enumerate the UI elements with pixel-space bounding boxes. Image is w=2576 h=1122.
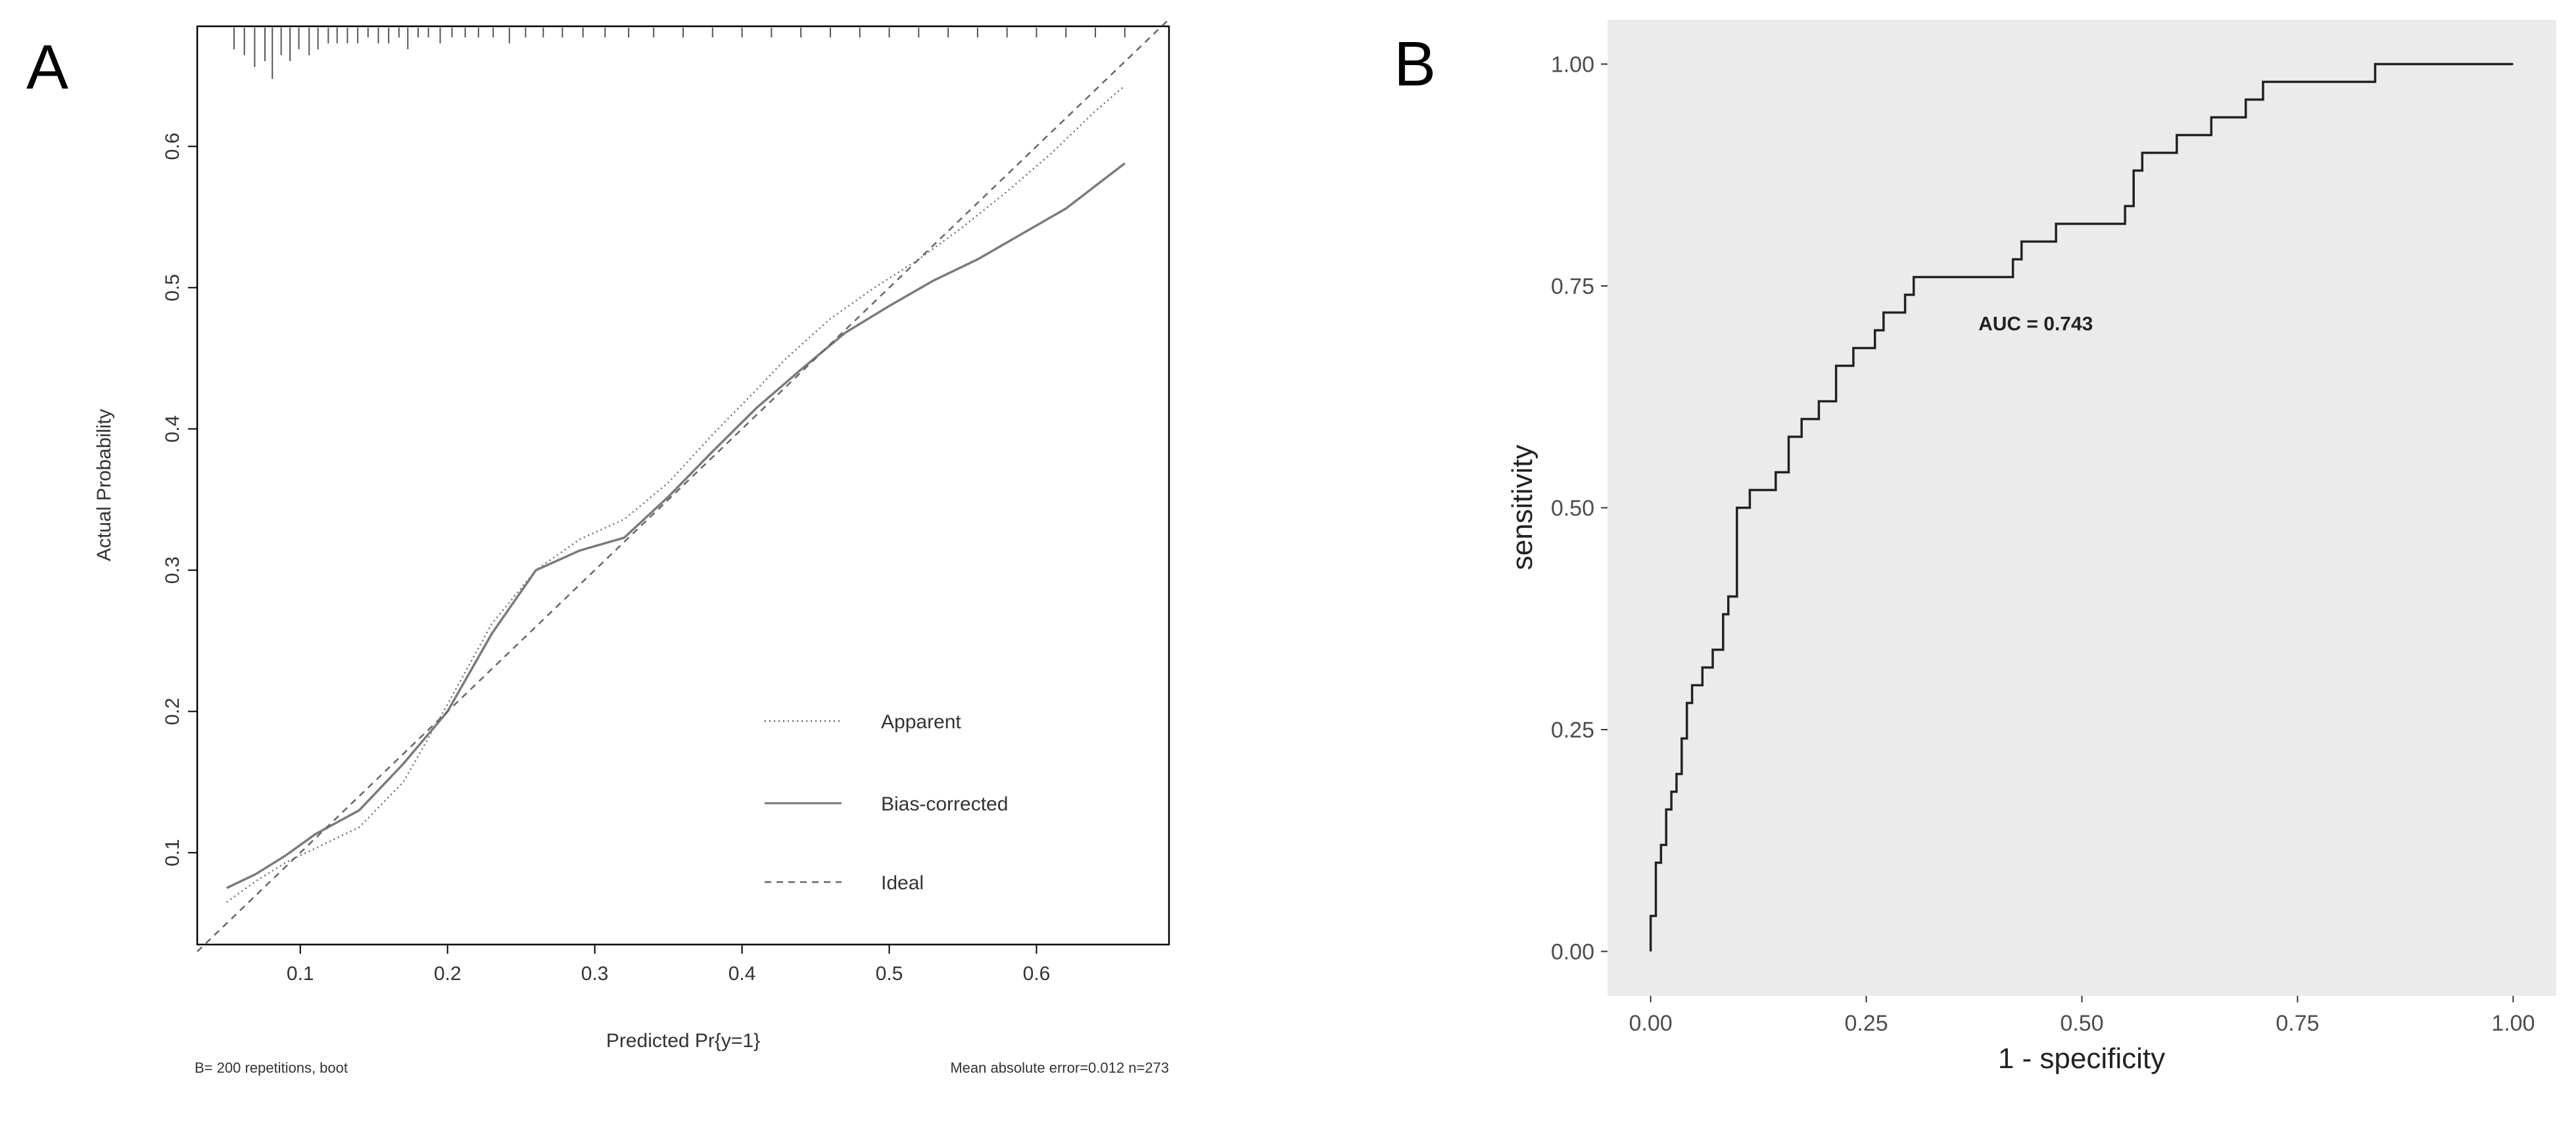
panel-a-footnote-right: Mean absolute error=0.012 n=273 [950, 1060, 1169, 1076]
panel-a-legend: Apparent Bias-corrected Ideal [765, 711, 1008, 894]
panel-b-plot-background [1608, 20, 2556, 996]
panel-b-y-tick-label: 0.50 [1551, 496, 1594, 521]
panel-a-x-tick-label: 0.2 [434, 963, 462, 985]
panel-b-x-tick-label: 0.50 [2060, 1011, 2103, 1036]
panel-a-x-tick-label: 0.6 [1023, 963, 1051, 985]
panel-a-y-axis-label: Actual Probability [93, 409, 115, 561]
panel-a-y-tick-label: 0.3 [162, 557, 183, 584]
roc-curve-line [1649, 62, 2514, 952]
panel-a-rug [233, 28, 1126, 79]
panel-b-y-ticks: 0.00 0.25 0.50 0.75 1.00 [1551, 53, 1608, 965]
panel-a-x-tick-label: 0.3 [581, 963, 609, 985]
panel-b-x-ticks: 0.00 0.25 0.50 0.75 1.00 [1629, 996, 2535, 1036]
panel-a-y-tick-label: 0.6 [162, 133, 183, 160]
panel-a-y-tick-label: 0.5 [162, 274, 183, 302]
panel-b-lines [1649, 62, 2514, 952]
legend-apparent-label: Apparent [881, 711, 961, 733]
panel-a: A 0.1 0.2 0.3 0.4 0.5 0.6 0.10.20.30.40.50.6 … [26, 18, 1170, 1076]
panel-b-letter: B [1394, 29, 1436, 99]
series-apparent-line [226, 85, 1126, 903]
panel-a-plot-frame [196, 25, 1170, 946]
panel-b-y-axis-label: sensitivity [1506, 445, 1538, 571]
panel-b-y-tick-label: 1.00 [1551, 53, 1594, 78]
panel-b-y-tick-label: 0.00 [1551, 940, 1594, 965]
panel-a-y-ticks: 0.1 0.2 0.3 0.4 0.5 0.6 [162, 133, 197, 866]
panel-b: B 0.00 0.25 0.50 0.75 1.00 0.00 0.25 0.50 0.75 1… [1394, 20, 2556, 1075]
panel-a-x-tick-label: 0.1 [287, 963, 314, 985]
auc-annotation: AUC = 0.743 [1978, 314, 2093, 335]
panel-b-y-tick-label: 0.75 [1551, 274, 1594, 299]
panel-b-y-tick-label: 0.25 [1551, 718, 1594, 743]
panel-b-x-axis-label: 1 - specificity [1998, 1042, 2165, 1075]
panel-a-y-tick-label: 0.2 [162, 698, 183, 726]
panel-b-x-tick-label: 1.00 [2491, 1011, 2535, 1036]
panel-a-footnote-left: B= 200 repetitions, boot [195, 1060, 348, 1076]
panel-b-x-tick-label: 0.25 [1844, 1011, 1888, 1036]
panel-b-x-tick-label: 0.75 [2276, 1011, 2319, 1036]
panel-b-x-tick-label: 0.00 [1629, 1011, 1672, 1036]
panel-a-x-tick-label: 0.5 [876, 963, 903, 985]
panel-a-x-tick-label: 0.4 [728, 963, 756, 985]
panel-a-y-tick-label: 0.1 [162, 839, 183, 866]
panel-a-x-ticks: 0.1 0.2 0.3 0.4 0.5 0.6 [287, 945, 1050, 985]
legend-ideal-label: Ideal [881, 872, 924, 894]
panel-a-x-axis-label: Predicted Pr{y=1} [606, 1030, 760, 1052]
panel-a-letter: A [26, 32, 68, 103]
series-bias-corrected-line [226, 162, 1126, 889]
panel-a-lines [197, 18, 1170, 952]
legend-bias-corrected-label: Bias-corrected [881, 793, 1008, 815]
panel-a-y-tick-label: 0.4 [162, 415, 183, 443]
